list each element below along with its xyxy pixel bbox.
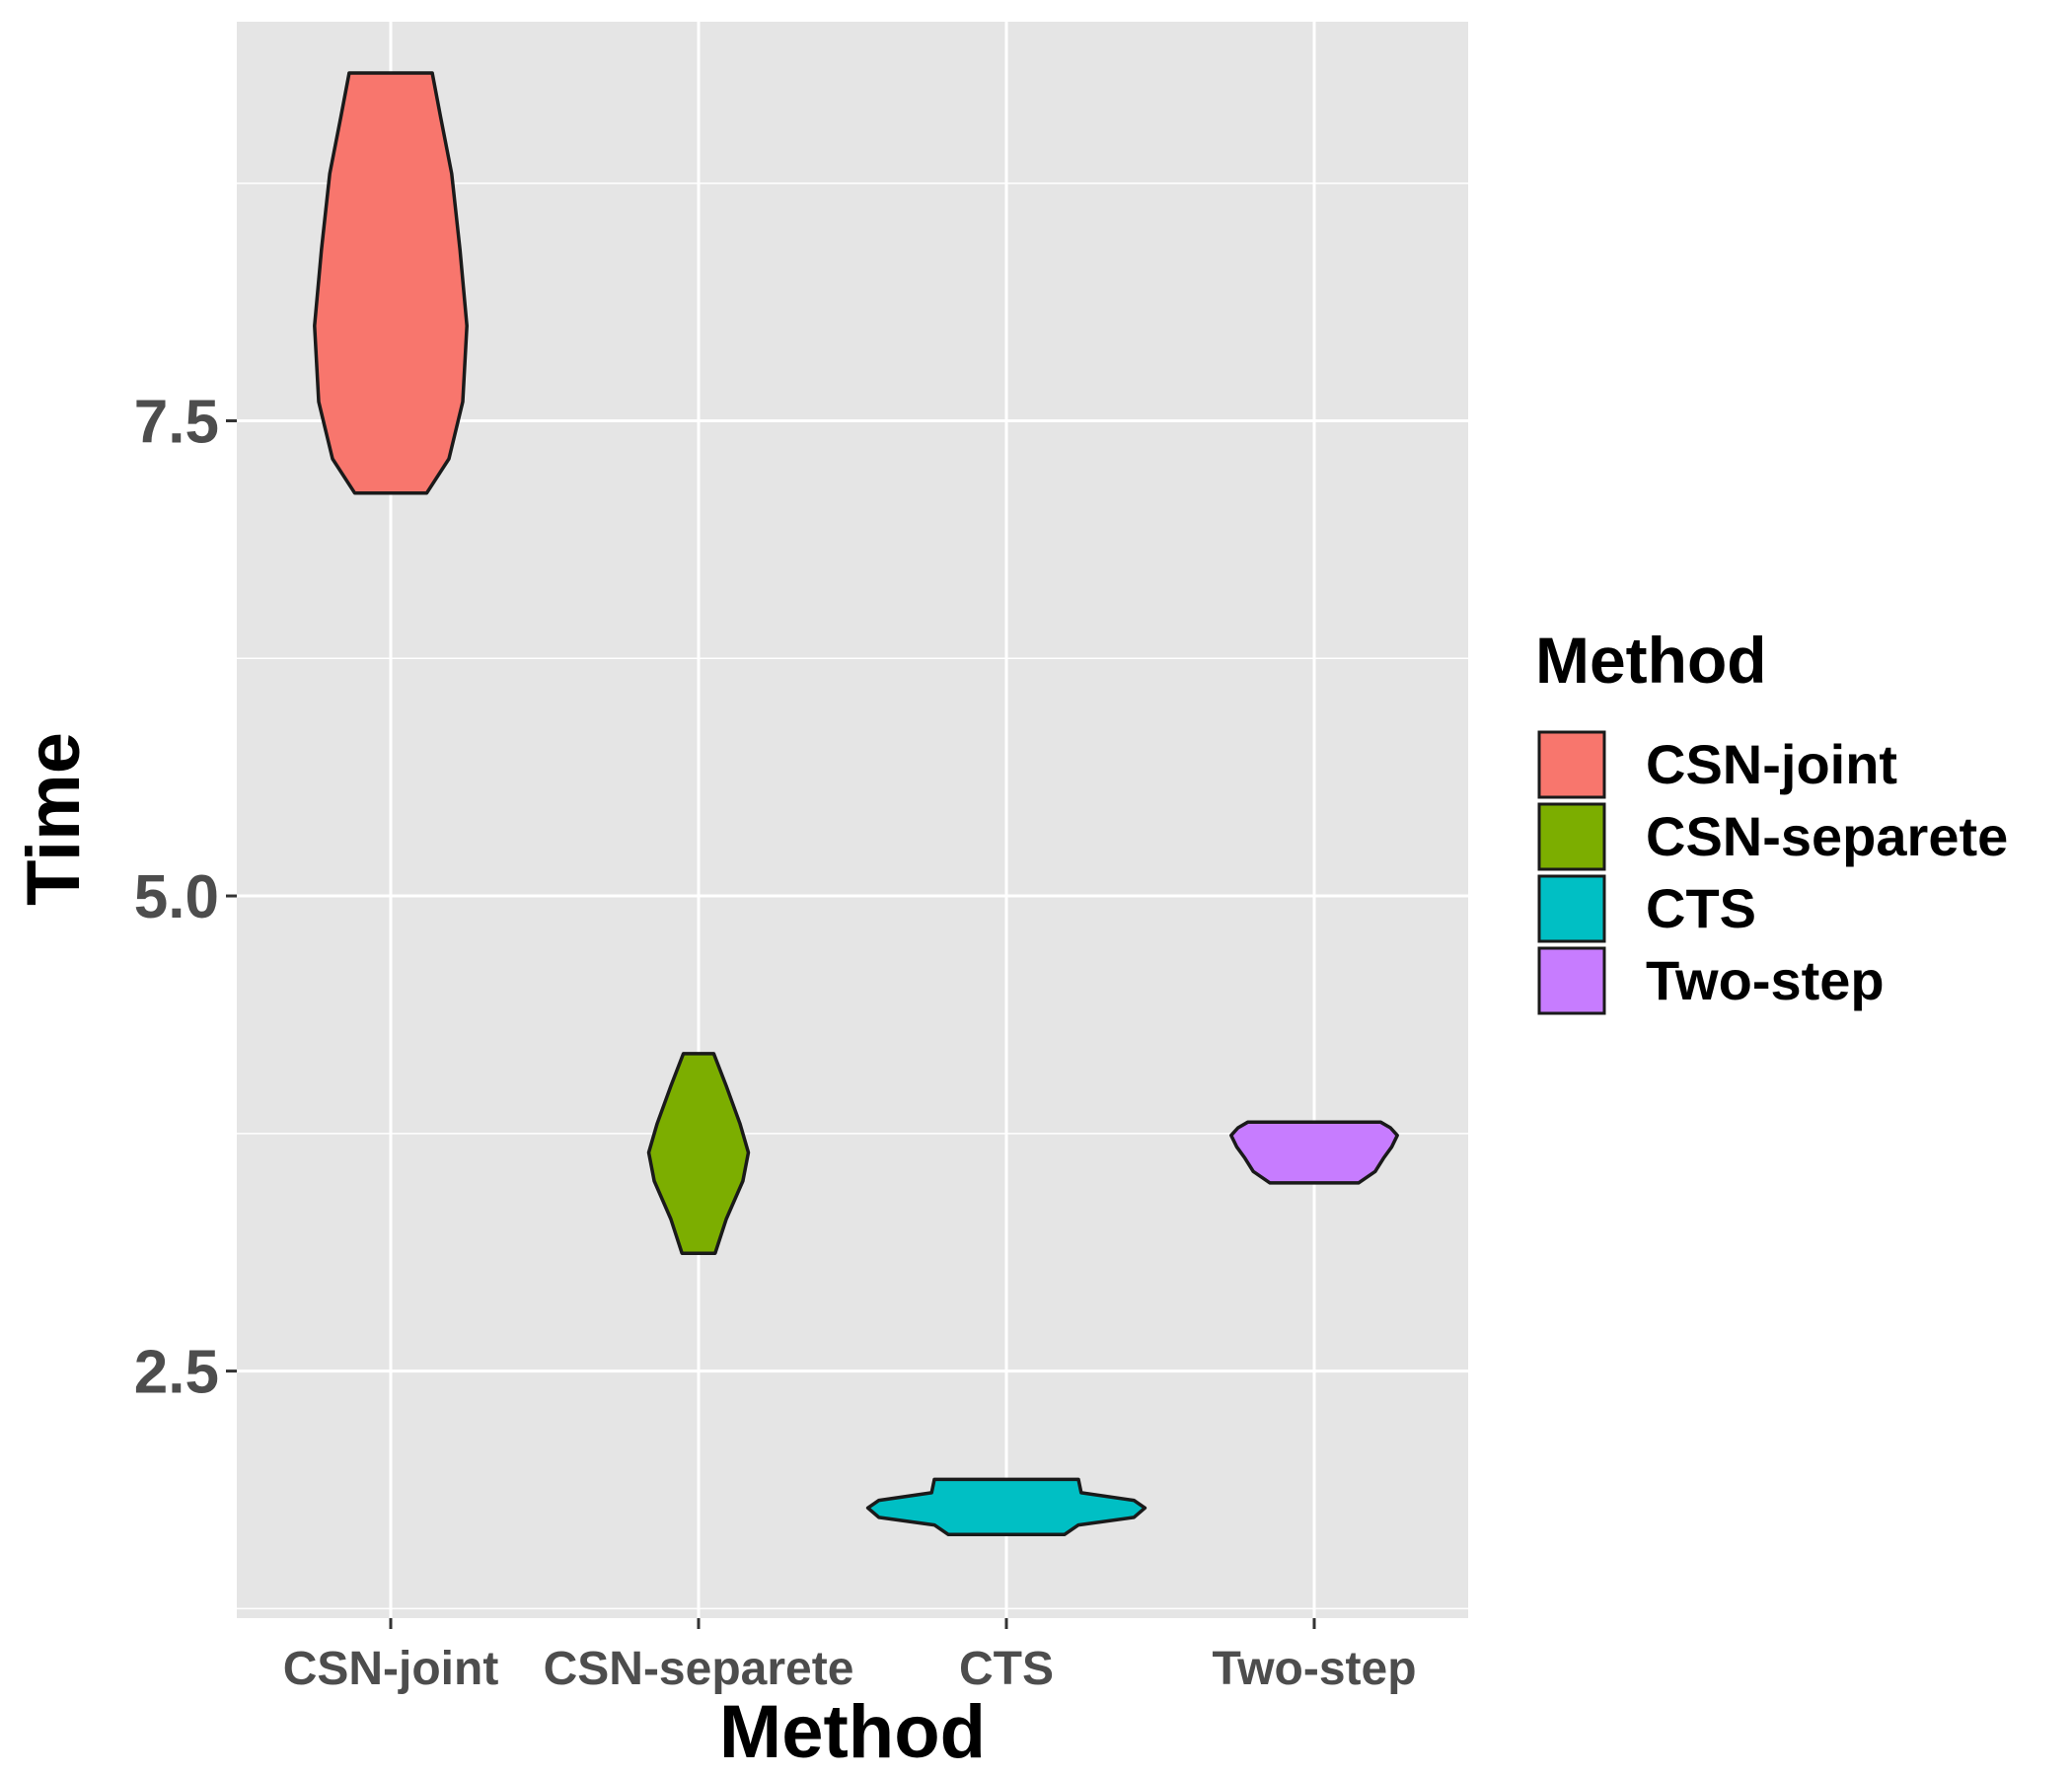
legend: CSN-joint CSN-separete CTS Two-step xyxy=(1537,730,2008,1015)
x-axis: CSN-joint CSN-separete CTS Two-step xyxy=(283,1618,1417,1695)
violin-csn-separete xyxy=(646,1052,751,1255)
y-tick-label: 5.0 xyxy=(134,863,219,931)
x-tick-label: CSN-joint xyxy=(283,1643,499,1695)
violin-csn-joint xyxy=(313,71,469,495)
y-tick-label: 7.5 xyxy=(134,389,219,457)
legend-label: CSN-separete xyxy=(1646,805,2008,867)
x-tick-label: CSN-separete xyxy=(544,1643,854,1695)
y-tick-label: 2.5 xyxy=(134,1339,219,1407)
x-tick-label: CTS xyxy=(959,1643,1054,1695)
violin-two-step xyxy=(1229,1120,1399,1185)
y-axis-title: Time xyxy=(12,732,96,906)
legend-label: CSN-joint xyxy=(1646,733,1897,795)
y-axis: 2.5 5.0 7.5 xyxy=(134,389,237,1407)
x-axis-title: Method xyxy=(719,1690,986,1774)
legend-title: Method xyxy=(1535,624,1767,697)
legend-key xyxy=(1537,874,1606,943)
x-tick-label: Two-step xyxy=(1212,1643,1416,1695)
legend-label: CTS xyxy=(1646,877,1756,939)
violins xyxy=(313,71,1399,1536)
legend-key xyxy=(1537,802,1606,871)
legend-label: Two-step xyxy=(1646,949,1885,1011)
legend-key xyxy=(1537,730,1606,799)
violin-cts xyxy=(865,1477,1147,1536)
legend-key xyxy=(1537,946,1606,1015)
